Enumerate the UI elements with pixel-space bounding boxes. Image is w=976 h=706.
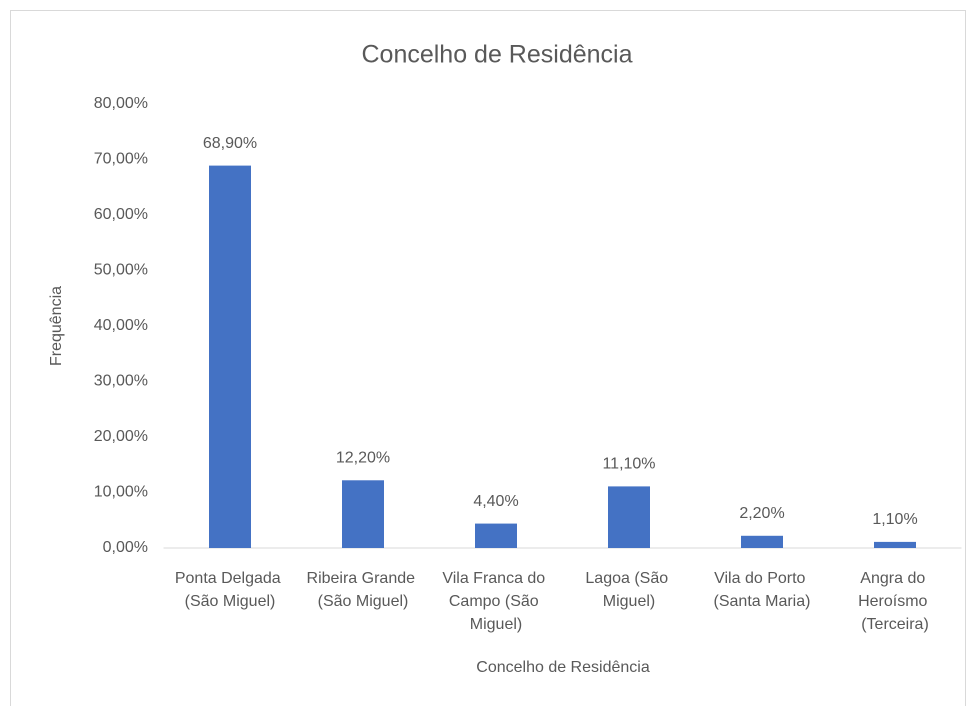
data-label: 68,90% xyxy=(203,135,257,152)
y-axis-title: Frequência xyxy=(48,286,65,366)
bar xyxy=(741,535,783,548)
y-tick-label: 20,00% xyxy=(94,428,148,445)
y-tick-label: 70,00% xyxy=(94,151,148,168)
data-label: 2,20% xyxy=(739,505,784,522)
y-tick-label: 40,00% xyxy=(94,317,148,334)
y-tick-label: 10,00% xyxy=(94,484,148,501)
y-tick-label: 50,00% xyxy=(94,262,148,279)
chart-border xyxy=(10,10,966,706)
y-tick-label: 0,00% xyxy=(103,539,148,556)
y-tick-label: 30,00% xyxy=(94,373,148,390)
y-tick-label: 60,00% xyxy=(94,206,148,223)
bar xyxy=(608,486,650,548)
x-tick-label: Ponta Delgada (São Miguel) xyxy=(175,570,285,610)
x-tick-label: Ribeira Grande (São Miguel) xyxy=(307,570,420,610)
bar xyxy=(475,523,517,548)
x-tick-label: Angra do Heroísmo (Terceira) xyxy=(858,570,932,633)
bar xyxy=(342,480,384,548)
data-label: 4,40% xyxy=(473,493,518,510)
data-label: 12,20% xyxy=(336,450,390,467)
x-axis-title: Concelho de Residência xyxy=(476,659,650,676)
bar xyxy=(874,541,916,548)
x-tick-label: Lagoa (São Miguel) xyxy=(585,570,672,610)
chart-title: Concelho de Residência xyxy=(361,41,632,69)
data-label: 11,10% xyxy=(602,456,655,473)
x-tick-label: Vila Franca do Campo (São Miguel) xyxy=(442,570,549,633)
y-tick-label: 80,00% xyxy=(94,95,148,112)
x-tick-label: Vila do Porto (Santa Maria) xyxy=(714,570,811,610)
bar xyxy=(209,165,251,549)
data-label: 1,10% xyxy=(872,511,917,528)
